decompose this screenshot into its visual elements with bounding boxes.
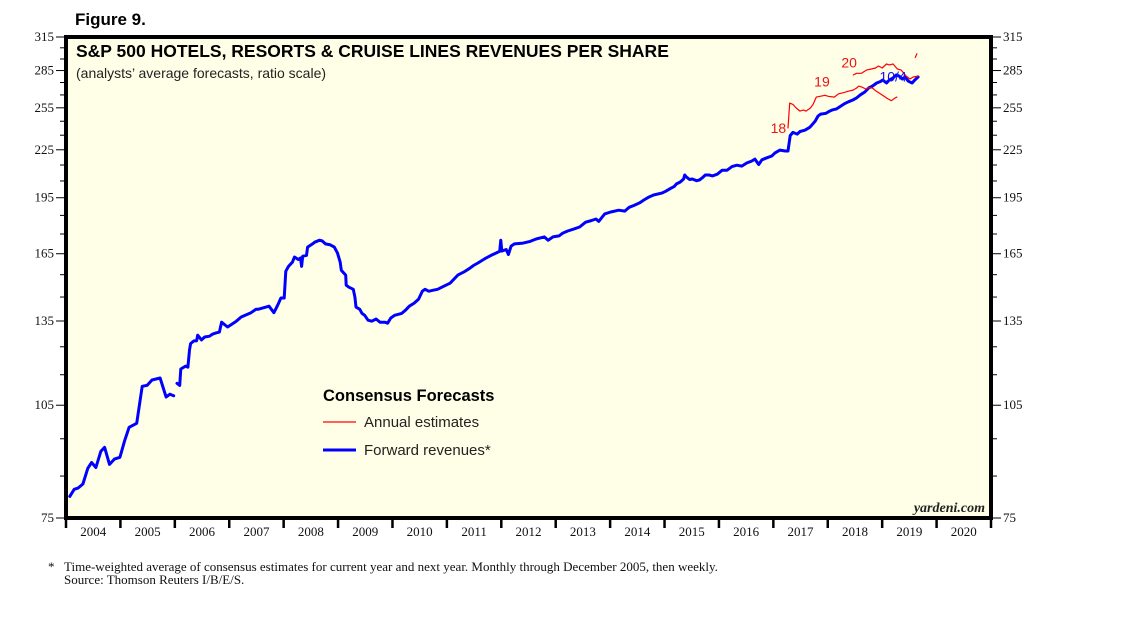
- series-line-annual-2020: [852, 63, 919, 80]
- y-tick-label-right: 165: [1003, 246, 1023, 261]
- watermark: yardeni.com: [912, 501, 985, 516]
- y-axis-left: 75 105 135 165 195 225 255 285 315: [35, 29, 66, 525]
- y-tick-label-left: 135: [35, 313, 55, 328]
- y-tick-label-right: 135: [1003, 313, 1023, 328]
- x-tick-label: 2009: [352, 524, 378, 539]
- plot-area: [66, 37, 991, 518]
- x-tick-label: 2015: [679, 524, 705, 539]
- x-tick-label: 2012: [516, 524, 542, 539]
- y-tick-label-right: 75: [1003, 510, 1016, 525]
- legend-label-annual-estimates: Annual estimates: [364, 414, 479, 431]
- x-tick-label: 2011: [461, 524, 487, 539]
- annotation-layer: 18 19 20 10/4: [771, 54, 907, 136]
- y-tick-label-left: 315: [35, 29, 55, 44]
- x-tick-label: 2005: [135, 524, 161, 539]
- x-tick-label: 2017: [788, 524, 815, 539]
- y-tick-label-right: 255: [1003, 100, 1023, 115]
- x-tick-label: 2006: [189, 524, 216, 539]
- y-tick-label-right: 285: [1003, 63, 1023, 78]
- x-tick-label: 2018: [842, 524, 868, 539]
- y-tick-label-left: 75: [41, 510, 54, 525]
- annotation-label-19: 19: [814, 73, 830, 89]
- y-tick-label-left: 165: [35, 246, 55, 261]
- series-line-annual-2019: [856, 85, 898, 102]
- y-tick-label-left: 255: [35, 100, 55, 115]
- y-tick-label-right: 315: [1003, 29, 1023, 44]
- series-line-forward-revenues-segment-1: [175, 73, 920, 387]
- figure-label: Figure 9.: [75, 10, 146, 29]
- y-tick-label-right: 105: [1003, 397, 1023, 412]
- annotation-label-18: 18: [771, 120, 787, 136]
- footnote-source: Source: Thomson Reuters I/B/E/S.: [64, 572, 245, 587]
- x-axis: 2004 2005 2006 2007 2008 2009 2010 2011 2012 2013…: [64, 518, 993, 539]
- chart-subtitle: (analysts’ average forecasts, ratio scal…: [76, 65, 326, 81]
- x-tick-label: 2013: [570, 524, 596, 539]
- x-tick-label: 2008: [298, 524, 324, 539]
- plot-frame: [64, 35, 993, 520]
- annotation-label-20: 20: [841, 54, 857, 70]
- x-tick-label: 2007: [243, 524, 270, 539]
- footnote: * Time-weighted average of consensus esti…: [48, 560, 718, 586]
- series-line-annual-2018: [787, 87, 858, 129]
- y-tick-label-left: 105: [35, 397, 55, 412]
- x-tick-label: 2014: [624, 524, 651, 539]
- x-tick-label: 2004: [80, 524, 107, 539]
- x-tick-label: 2020: [951, 524, 977, 539]
- chart-title: S&P 500 HOTELS, RESORTS & CRUISE LINES R…: [76, 41, 669, 61]
- legend-title: Consensus Forecasts: [323, 387, 494, 405]
- y-tick-label-left: 225: [35, 142, 55, 157]
- annotation-label-10-4: 10/4: [879, 68, 906, 84]
- y-axis-right: 75 105 135 165 195 225 255 285 315: [991, 29, 1023, 525]
- legend: Consensus Forecasts Annual estimates For…: [323, 387, 494, 459]
- series-line-forward-revenues-segment-0: [68, 376, 176, 498]
- y-tick-label-right: 225: [1003, 142, 1023, 157]
- x-tick-label: 2010: [407, 524, 433, 539]
- series-2020-stub: [914, 53, 918, 59]
- footnote-text: Time-weighted average of consensus estim…: [64, 559, 718, 574]
- y-tick-label-right: 195: [1003, 190, 1023, 205]
- series-layer: [68, 53, 920, 498]
- y-tick-label-left: 285: [35, 63, 55, 78]
- y-tick-label-left: 195: [35, 190, 55, 205]
- footnote-marker: *: [48, 559, 55, 574]
- x-tick-label: 2016: [733, 524, 760, 539]
- legend-label-forward-revenues: Forward revenues*: [364, 442, 491, 459]
- x-tick-label: 2019: [896, 524, 922, 539]
